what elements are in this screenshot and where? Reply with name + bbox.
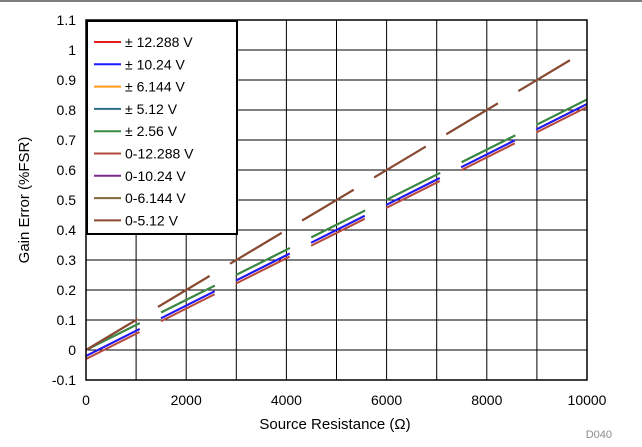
y-tick-label: 1 xyxy=(68,42,76,58)
legend-label: 0-12.288 V xyxy=(125,146,194,162)
legend: ± 12.288 V ± 10.24 V ± 6.144 V ± 5.12 V ± 2.… xyxy=(86,20,238,235)
x-axis-label: Source Resistance (Ω) xyxy=(259,416,410,433)
legend-label: ± 2.56 V xyxy=(125,123,178,139)
series-line xyxy=(85,49,588,351)
y-tick-label: 0 xyxy=(68,342,76,358)
x-tick-label: 0 xyxy=(82,392,90,408)
figure-id-label: D040 xyxy=(586,429,612,441)
legend-label: 0-6.144 V xyxy=(125,190,186,206)
y-axis-label: Gain Error (%FSR) xyxy=(16,137,33,264)
series-lines xyxy=(85,49,588,360)
y-tick-label: 0.3 xyxy=(57,252,77,268)
legend-label: ± 5.12 V xyxy=(125,101,178,117)
y-tick-label: -0.1 xyxy=(52,372,76,388)
legend-label: 0-5.12 V xyxy=(125,212,179,228)
legend-label: ± 12.288 V xyxy=(125,34,193,50)
legend-label: 0-10.24 V xyxy=(125,168,186,184)
y-tick-label: 0.8 xyxy=(57,102,77,118)
y-tick-label: 0.2 xyxy=(57,282,77,298)
y-tick-label: 0.7 xyxy=(57,132,77,148)
series-line xyxy=(85,106,588,360)
x-tick-label: 10000 xyxy=(568,392,607,408)
legend-label: ± 6.144 V xyxy=(125,79,185,95)
x-tick-label: 8000 xyxy=(471,392,502,408)
x-tick-label: 6000 xyxy=(371,392,402,408)
legend-label: ± 10.24 V xyxy=(125,56,185,72)
x-tick-label: 4000 xyxy=(271,392,302,408)
y-tick-label: 0.9 xyxy=(57,72,77,88)
y-tick-label: 0.4 xyxy=(57,222,77,238)
series-line xyxy=(85,103,588,357)
y-tick-label: 0.6 xyxy=(57,162,77,178)
y-tick-label: 0.5 xyxy=(57,192,77,208)
x-tick-label: 2000 xyxy=(171,392,202,408)
series-line xyxy=(85,98,588,351)
y-tick-label: 0.1 xyxy=(57,312,77,328)
tick-labels: 0 2000 4000 6000 8000 10000 -0.1 0 0.1 0.2 0.3 0.4 0… xyxy=(52,12,607,408)
y-tick-label: 1.1 xyxy=(57,12,77,28)
